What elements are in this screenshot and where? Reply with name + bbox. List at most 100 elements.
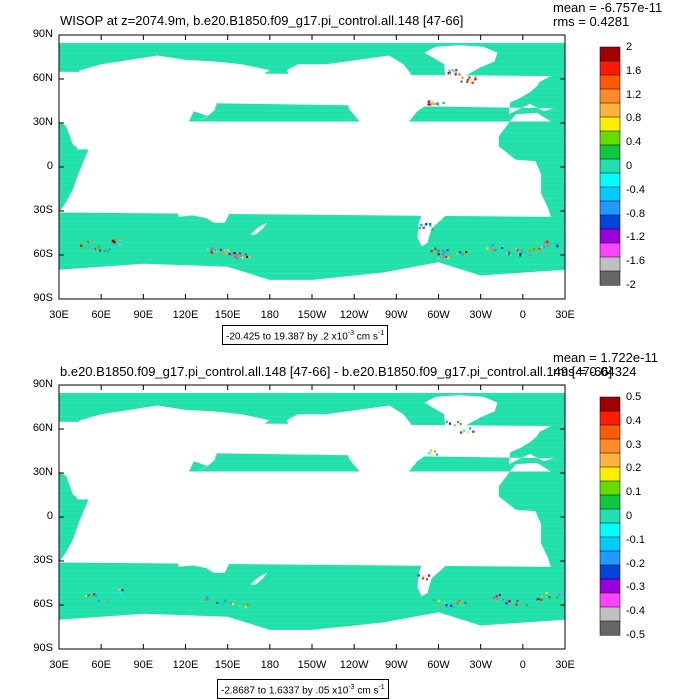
colorbar-swatch bbox=[599, 172, 621, 188]
lon-tick-label: 60E bbox=[91, 659, 111, 671]
colorbar-swatch bbox=[599, 550, 621, 566]
rms-label: rms = 0.04324 bbox=[553, 364, 637, 379]
lon-tick-label: 30E bbox=[49, 309, 69, 321]
colorbar-label: -0.3 bbox=[626, 581, 645, 594]
lat-tick-label: 60N bbox=[32, 72, 53, 84]
colorbar-swatch bbox=[599, 508, 621, 524]
land-australia bbox=[177, 183, 232, 223]
lon-tick-label: 180 bbox=[260, 659, 279, 671]
lon-tick-label: 30E bbox=[49, 659, 69, 671]
colorbar-label: 0 bbox=[626, 510, 633, 522]
colorbar-label: -0.1 bbox=[626, 533, 645, 546]
colorbar-label: -0.2 bbox=[626, 557, 645, 570]
colorbar-label: 0 bbox=[626, 160, 633, 172]
lon-tick-label: 90E bbox=[133, 309, 154, 321]
land-greenland bbox=[424, 45, 498, 79]
rms-label: rms = 0.4281 bbox=[553, 14, 630, 29]
land-new-zealand bbox=[250, 572, 267, 585]
lon-tick-label: 90E bbox=[133, 659, 154, 671]
colorbar-label: -0.8 bbox=[626, 207, 645, 220]
land-africa bbox=[59, 462, 551, 567]
colorbar-label: 1.2 bbox=[626, 88, 642, 101]
lat-tick-label: 90S bbox=[33, 292, 53, 304]
colorbar-label: -2 bbox=[626, 279, 636, 291]
lat-tick-label: 30N bbox=[32, 116, 53, 128]
land-madagascar bbox=[78, 534, 88, 554]
colorbar-label: 0.5 bbox=[626, 391, 642, 403]
lon-tick-label: 120W bbox=[339, 309, 369, 321]
colorbar-label: 0.3 bbox=[626, 438, 642, 451]
colorbar-label: -0.4 bbox=[626, 605, 645, 618]
lon-tick-label: 90W bbox=[385, 309, 408, 321]
colorbar-swatch bbox=[599, 396, 621, 412]
lon-tick-label: 90W bbox=[385, 659, 408, 671]
map-panel-top: WISOP at z=2074.9m, b.e20.B1850.f09_g17.… bbox=[32, 0, 663, 346]
lon-tick-label: 120W bbox=[339, 659, 369, 671]
colorbar-swatch bbox=[599, 228, 621, 244]
colorbar-swatch bbox=[599, 74, 621, 90]
land-australia bbox=[177, 533, 232, 573]
map-panel-bottom: b.e20.B1850.f09_g17.pi_control.all.148 [… bbox=[0, 350, 700, 700]
colorbar-label: 0.8 bbox=[626, 112, 642, 125]
map-title: b.e20.B1850.f09_g17.pi_control.all.148 [… bbox=[60, 364, 613, 379]
colorbar-swatch bbox=[599, 452, 621, 468]
lon-tick-label: 150W bbox=[297, 659, 327, 671]
colorbar-label: 1.6 bbox=[626, 64, 642, 77]
lon-tick-label: 0 bbox=[519, 309, 526, 321]
lat-tick-label: 0 bbox=[46, 160, 53, 172]
colorbar-label: -0.5 bbox=[626, 629, 645, 641]
colorbar-swatch bbox=[599, 186, 621, 202]
colorbar-swatch bbox=[599, 410, 621, 426]
colorbar-swatch bbox=[599, 46, 621, 62]
lon-tick-label: 150E bbox=[214, 309, 241, 321]
land-africa bbox=[59, 112, 551, 217]
lat-tick-label: 30N bbox=[32, 466, 53, 478]
colorbar-swatch bbox=[599, 130, 621, 146]
lat-tick-label: 90N bbox=[32, 28, 53, 40]
lon-tick-label: 60W bbox=[427, 309, 450, 321]
colorbar-label: 0.4 bbox=[626, 136, 642, 149]
lon-tick-label: 180 bbox=[260, 309, 279, 321]
land-antarctica bbox=[59, 262, 565, 299]
land-south-america bbox=[409, 499, 474, 597]
lon-tick-label: 120E bbox=[172, 309, 199, 321]
colorbar-swatch bbox=[599, 60, 621, 76]
lat-tick-label: 90N bbox=[32, 378, 53, 390]
land-north-america bbox=[286, 55, 446, 154]
lon-tick-label: 120E bbox=[172, 659, 199, 671]
lat-tick-label: 0 bbox=[46, 510, 53, 522]
colorbar-label: 0.1 bbox=[626, 486, 642, 499]
land-uk bbox=[514, 431, 525, 444]
lon-tick-label: 60E bbox=[91, 309, 111, 321]
colorbar-swatch bbox=[599, 494, 621, 510]
colorbar-swatch bbox=[599, 578, 621, 594]
lon-tick-label: 30W bbox=[469, 659, 492, 671]
colorbar-label: -1.6 bbox=[626, 255, 645, 268]
lon-tick-label: 60W bbox=[427, 659, 450, 671]
mean-label: mean = -6.757e-11 bbox=[553, 0, 663, 15]
land-greenland bbox=[424, 395, 498, 429]
lon-tick-label: 0 bbox=[519, 659, 526, 671]
colorbar-swatch bbox=[599, 144, 621, 160]
lat-tick-label: 60N bbox=[32, 422, 53, 434]
colorbar-label: 0.4 bbox=[626, 414, 642, 427]
land-japan bbox=[199, 101, 217, 121]
colorbar-swatch bbox=[599, 102, 621, 118]
land-new-zealand bbox=[250, 222, 267, 235]
lat-tick-label: 60S bbox=[33, 598, 53, 610]
colorbar-swatch bbox=[599, 116, 621, 132]
lon-tick-label: 150E bbox=[214, 659, 241, 671]
map-plot bbox=[58, 384, 621, 650]
lat-tick-label: 30S bbox=[33, 204, 53, 216]
colorbar-swatch bbox=[599, 522, 621, 538]
land-japan bbox=[199, 451, 217, 471]
colorbar-swatch bbox=[599, 564, 621, 580]
colorbar-swatch bbox=[599, 606, 621, 622]
colorbar-swatch bbox=[599, 438, 621, 454]
colorbar-swatch bbox=[599, 270, 621, 286]
lat-tick-label: 90S bbox=[33, 642, 53, 654]
colorbar-swatch bbox=[599, 158, 621, 174]
land-indonesia bbox=[150, 158, 228, 181]
colorbar-swatch bbox=[599, 88, 621, 104]
colorbar-label: 0.2 bbox=[626, 462, 642, 475]
